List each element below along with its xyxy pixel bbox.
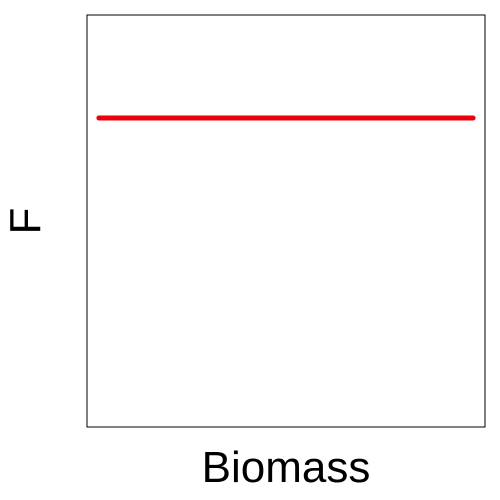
- plot-frame: [86, 14, 486, 428]
- y-axis-label: F: [1, 208, 50, 235]
- plot-background: [87, 15, 485, 427]
- x-axis-label: Biomass: [202, 443, 371, 492]
